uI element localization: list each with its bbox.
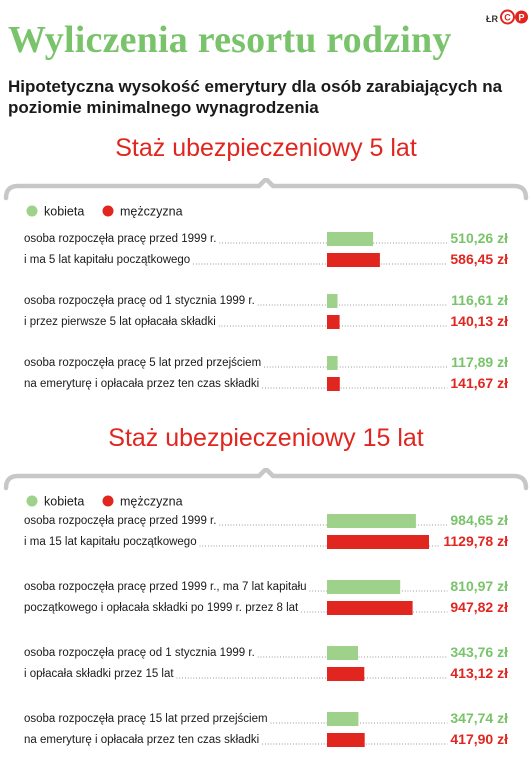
legend-kobieta-label: kobieta xyxy=(44,205,84,219)
svg-text:C: C xyxy=(504,13,511,23)
row-label: i przez pierwsze 5 lat opłacała składki xyxy=(24,316,216,328)
bar-value-kobieta: 116,61 zł xyxy=(451,292,508,308)
row-label: osoba rozpoczęła pracę od 1 stycznia 199… xyxy=(24,295,255,307)
legend-mezczyzna-label: mężczyzna xyxy=(120,205,183,219)
bar-mezczyzna xyxy=(327,667,365,681)
bar-value-kobieta: 810,97 zł xyxy=(450,578,508,594)
bar-value-mezczyzna: 413,12 zł xyxy=(450,665,508,681)
bar-value-mezczyzna: 140,13 zł xyxy=(450,313,508,329)
chart-staz-15-lat: kobieta mężczyzna osoba rozpoczęła pracę p… xyxy=(3,468,529,747)
author-credit: ŁR xyxy=(486,14,498,24)
bar-kobieta xyxy=(327,232,374,246)
row-label: początkowego i opłacała składki po 1999 … xyxy=(24,602,299,614)
bar-mezczyzna xyxy=(327,377,340,391)
page-title: Wyliczenia resortu rodziny xyxy=(8,19,452,61)
bar-kobieta xyxy=(327,646,358,660)
row-label: osoba rozpoczęła pracę od 1 stycznia 199… xyxy=(24,647,255,659)
row-label: osoba rozpoczęła pracę 15 lat przed prze… xyxy=(24,713,268,725)
section-bracket xyxy=(3,468,529,491)
row-label: osoba rozpoczęła pracę przed 1999 r., ma… xyxy=(24,581,307,593)
bar-value-kobieta: 984,65 zł xyxy=(450,512,508,528)
bar-value-kobieta: 117,89 zł xyxy=(451,354,508,370)
chart-title-15-lat: Staż ubezpieczeniowy 15 lat xyxy=(108,424,424,452)
row-label: na emeryturę i opłacała przez ten czas s… xyxy=(24,378,259,390)
legend-kobieta-icon xyxy=(26,205,38,217)
legend-mezczyzna-icon xyxy=(102,205,114,217)
bar-value-kobieta: 347,74 zł xyxy=(450,710,508,726)
section-bracket xyxy=(3,178,529,201)
bar-kobieta xyxy=(327,294,338,308)
bar-kobieta xyxy=(327,580,401,594)
cp-logo-icon: C P xyxy=(500,9,528,25)
bar-mezczyzna xyxy=(327,535,429,549)
bar-mezczyzna xyxy=(327,315,340,329)
bar-mezczyzna xyxy=(327,601,413,615)
bar-value-mezczyzna: 1129,78 zł xyxy=(443,533,508,549)
svg-text:P: P xyxy=(518,13,524,23)
row-label: osoba rozpoczęła pracę przed 1999 r. xyxy=(24,515,216,527)
row-label: i opłacała składki przez 15 lat xyxy=(24,668,174,680)
legend-mezczyzna-label: mężczyzna xyxy=(120,495,183,509)
bar-kobieta xyxy=(327,356,338,370)
bar-value-kobieta: 343,76 zł xyxy=(450,644,508,660)
bar-mezczyzna xyxy=(327,733,365,747)
bar-value-mezczyzna: 417,90 zł xyxy=(450,731,508,747)
bar-value-mezczyzna: 947,82 zł xyxy=(450,599,508,615)
legend-kobieta-icon xyxy=(26,495,38,507)
row-label: na emeryturę i opłacała przez ten czas s… xyxy=(24,734,259,746)
legend-mezczyzna-icon xyxy=(102,495,114,507)
page-subtitle: Hipotetyczna wysokość emerytury dla osób… xyxy=(8,77,503,117)
bar-value-mezczyzna: 586,45 zł xyxy=(450,251,508,267)
row-label: osoba rozpoczęła pracę 5 lat przed przej… xyxy=(24,357,261,369)
bar-value-kobieta: 510,26 zł xyxy=(450,230,508,246)
bar-kobieta xyxy=(327,712,359,726)
chart-staz-5-lat: kobieta mężczyzna osoba rozpoczęła pracę p… xyxy=(3,178,529,391)
row-label: i ma 15 lat kapitału początkowego xyxy=(24,536,197,548)
row-label: osoba rozpoczęła pracę przed 1999 r. xyxy=(24,233,216,245)
bar-mezczyzna xyxy=(327,253,380,267)
bar-kobieta xyxy=(327,514,416,528)
legend-kobieta-label: kobieta xyxy=(44,495,84,509)
chart-title-5-lat: Staż ubezpieczeniowy 5 lat xyxy=(115,134,417,162)
row-label: i ma 5 lat kapitału początkowego xyxy=(24,254,190,266)
bar-value-mezczyzna: 141,67 zł xyxy=(450,375,508,391)
